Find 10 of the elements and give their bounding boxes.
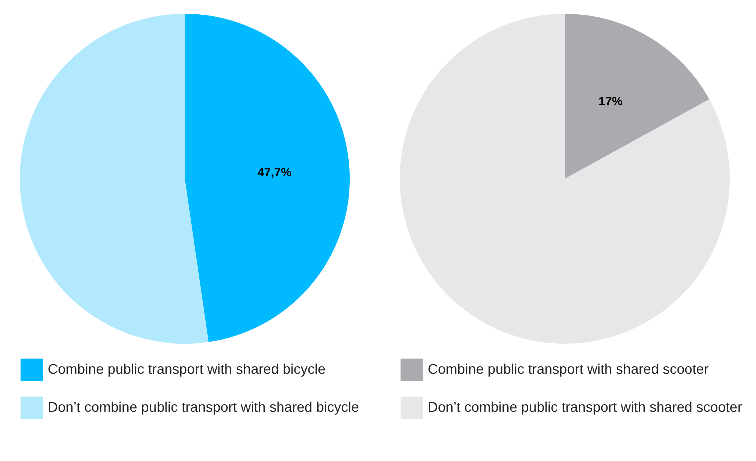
- pie-slice: [185, 14, 350, 342]
- pie-slice: [400, 14, 730, 344]
- legend-label: Combine public transport with shared scooter: [428, 361, 710, 377]
- data-label: 17%: [598, 94, 624, 109]
- legend-label: Combine public transport with shared bicycle: [48, 361, 326, 377]
- pie-slice: [565, 14, 710, 179]
- legend-label: Don’t combine public transport with shared scooter: [428, 399, 743, 415]
- legend-label: Don’t combine public transport with shared bicycle: [48, 399, 360, 415]
- pie-slice: [20, 14, 209, 344]
- data-label: 47,7%: [258, 166, 292, 180]
